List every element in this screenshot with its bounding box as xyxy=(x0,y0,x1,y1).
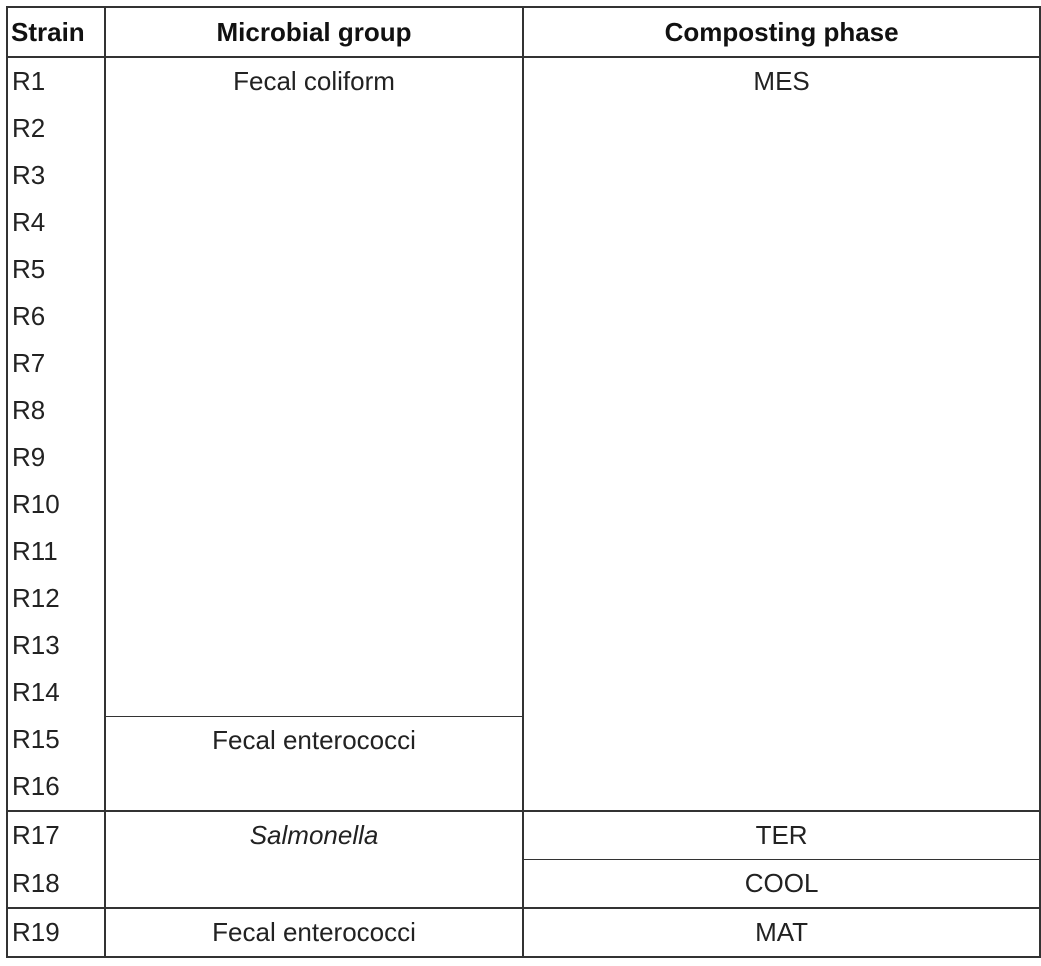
table-row: R16 xyxy=(6,763,1040,812)
strain-cell: R17 xyxy=(6,810,106,860)
header-strain: Strain xyxy=(6,6,106,58)
strain-cell: R9 xyxy=(6,434,106,481)
strain-cell: R15 xyxy=(6,716,106,763)
table-row: R15 Fecal enterococci xyxy=(6,715,1040,811)
table-row: R9 xyxy=(6,434,1040,481)
strain-cell: R12 xyxy=(6,575,106,622)
strain-cell: R18 xyxy=(6,859,106,909)
strain-cell: R1 xyxy=(6,57,106,105)
table-row: R14 xyxy=(6,669,1040,716)
table-row: R4 xyxy=(6,199,1040,246)
header-microbial-group: Microbial group xyxy=(104,6,525,58)
table-row: R12 xyxy=(6,575,1040,622)
table-row: R8 xyxy=(6,387,1040,434)
strain-cell: R4 xyxy=(6,199,106,246)
strain-cell: R5 xyxy=(6,246,106,293)
group-cell-fecal-enterococci: Fecal enterococci xyxy=(104,715,525,811)
strain-cell: R16 xyxy=(6,763,106,812)
strain-cell: R7 xyxy=(6,340,106,387)
table-row: R6 xyxy=(6,293,1040,340)
table-row: R2 xyxy=(6,105,1040,152)
header-row: Strain Microbial group Composting phase xyxy=(6,6,1041,58)
strain-cell: R11 xyxy=(6,528,106,575)
header-composting-phase: Composting phase xyxy=(523,6,1041,58)
table-row: R13 xyxy=(6,622,1040,669)
strain-cell: R2 xyxy=(6,105,106,152)
strain-cell: R6 xyxy=(6,293,106,340)
table-row: R7 xyxy=(6,340,1040,387)
group-cell-salmonella: Salmonella xyxy=(104,810,525,909)
table-row: R17 Salmonella TER xyxy=(6,810,1041,909)
strain-cell: R8 xyxy=(6,387,106,434)
strain-cell: R19 xyxy=(6,908,106,958)
group-cell-fecal-enterococci-2: Fecal enterococci xyxy=(104,908,525,958)
strain-cell: R3 xyxy=(6,152,106,199)
group-cell-fecal-coliform: Fecal coliform xyxy=(104,57,525,716)
strain-cell: R14 xyxy=(6,669,106,716)
table-row: R3 xyxy=(6,152,1040,199)
table-row: R11 xyxy=(6,528,1040,575)
table-row: R5 xyxy=(6,246,1040,293)
strain-table: Strain Microbial group Composting phase … xyxy=(6,6,1041,958)
table-row: R19 Fecal enterococci MAT xyxy=(6,908,1041,958)
phase-cell-mes: MES xyxy=(523,57,1041,811)
phase-cell-mat: MAT xyxy=(523,908,1041,958)
phase-cell-ter: TER xyxy=(523,810,1041,860)
strain-cell: R10 xyxy=(6,481,106,528)
strain-cell: R13 xyxy=(6,622,106,669)
table-row: R10 xyxy=(6,481,1040,528)
phase-cell-cool: COOL xyxy=(523,859,1041,909)
table-row: R18 COOL xyxy=(6,859,1041,909)
table-row: R1 Fecal coliform MES xyxy=(6,57,1041,811)
